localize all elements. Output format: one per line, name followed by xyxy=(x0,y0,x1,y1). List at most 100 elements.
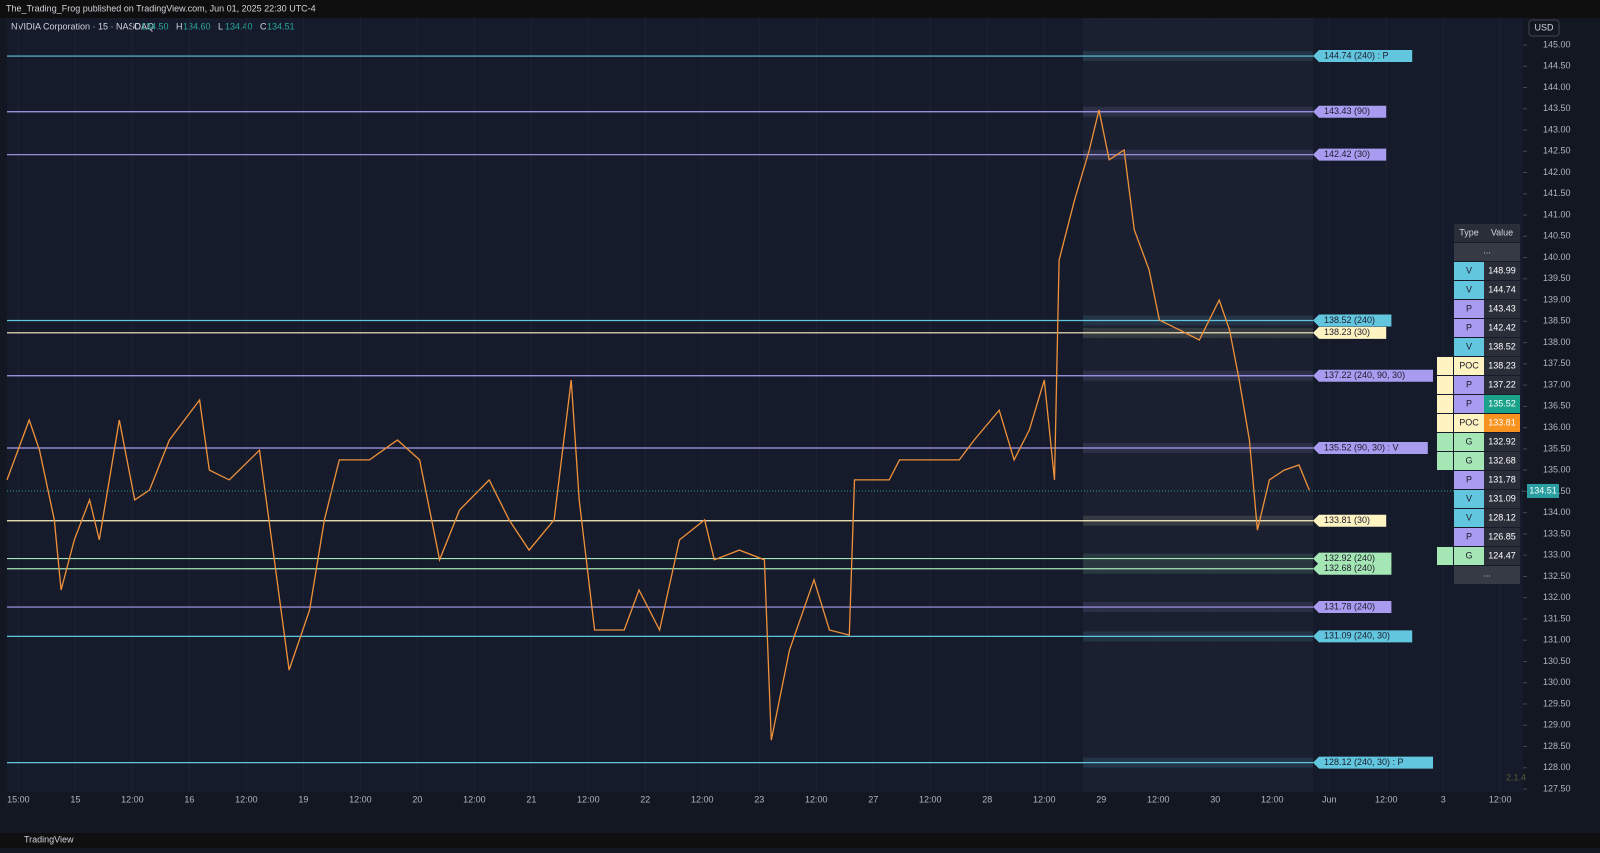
table-cell: P xyxy=(1466,398,1472,408)
x-tick-label: 3 xyxy=(1441,794,1446,804)
y-tick-label: 141.00 xyxy=(1543,209,1571,219)
table-cell: 131.09 xyxy=(1488,493,1516,503)
type-cell-bg xyxy=(1454,395,1484,413)
row-bg xyxy=(1454,243,1520,261)
level-tag xyxy=(1313,601,1392,614)
table-cell: 128.12 xyxy=(1488,512,1516,522)
currency-box xyxy=(1528,19,1560,37)
table-cell: P xyxy=(1466,531,1472,541)
y-tick-label: 132.00 xyxy=(1543,592,1571,602)
y-tick-label: 127.50 xyxy=(1543,783,1571,793)
table-cell: P xyxy=(1466,303,1472,313)
y-tick-label: 140.00 xyxy=(1543,252,1571,262)
ohlc-key: C xyxy=(260,21,267,31)
table-header-bg xyxy=(1454,224,1520,242)
y-tick-label: 133.50 xyxy=(1543,528,1571,538)
value-cell-bg xyxy=(1484,319,1520,337)
projection-zone xyxy=(1083,18,1313,792)
x-tick-label: 21 xyxy=(526,794,536,804)
last-price-box xyxy=(1527,483,1559,498)
y-tick-label: 134.00 xyxy=(1543,507,1571,517)
x-tick-label: 20 xyxy=(412,794,422,804)
publisher: The_Trading_Frog published on TradingVie… xyxy=(6,3,316,13)
x-tick-label: 12:00 xyxy=(691,794,714,804)
type-cell-bg xyxy=(1454,509,1484,527)
value-cell-bg xyxy=(1484,528,1520,546)
type-cell-bg xyxy=(1454,357,1484,375)
y-tick-label: 131.00 xyxy=(1543,635,1571,645)
x-tick-label: 28 xyxy=(982,794,992,804)
ohlc-key: H xyxy=(176,21,183,31)
level-label: 131.09 (240, 30) xyxy=(1324,631,1390,641)
bottom-bar xyxy=(0,833,1600,848)
table-cell: POC xyxy=(1459,417,1479,427)
table-cell: G xyxy=(1465,550,1472,560)
ohlc-key: O xyxy=(134,21,141,31)
table-cell: P xyxy=(1466,474,1472,484)
x-tick-label: 12:00 xyxy=(463,794,486,804)
x-tick-label: 12:00 xyxy=(919,794,942,804)
table-cell: 132.92 xyxy=(1488,436,1516,446)
level-tag xyxy=(1313,50,1413,63)
y-tick-label: 144.50 xyxy=(1543,61,1571,71)
level-label: 138.52 (240) xyxy=(1324,315,1375,325)
table-cell: 143.43 xyxy=(1488,303,1516,313)
row-marker xyxy=(1437,414,1453,432)
footer-brand: TradingView xyxy=(24,834,74,844)
value-cell-bg xyxy=(1484,471,1520,489)
level-tag xyxy=(1313,756,1433,769)
table-cell: ... xyxy=(1483,568,1491,578)
type-cell-bg xyxy=(1454,300,1484,318)
x-tick-label: 12:00 xyxy=(577,794,600,804)
table-cell: ... xyxy=(1483,245,1491,255)
value-cell-bg xyxy=(1484,509,1520,527)
y-tick-label: 128.00 xyxy=(1543,762,1571,772)
type-cell-bg xyxy=(1454,471,1484,489)
y-tick-label: 137.00 xyxy=(1543,379,1571,389)
value-cell-bg xyxy=(1484,452,1520,470)
table-cell: V xyxy=(1466,341,1472,351)
table-cell: 132.68 xyxy=(1488,455,1516,465)
x-tick-label: 12:00 xyxy=(1147,794,1170,804)
y-tick-label: 139.00 xyxy=(1543,294,1571,304)
level-label: 142.42 (30) xyxy=(1324,149,1370,159)
x-tick-label: 12:00 xyxy=(805,794,828,804)
level-tag xyxy=(1313,442,1428,455)
level-label: 131.78 (240) xyxy=(1324,601,1375,611)
table-cell: P xyxy=(1466,322,1472,332)
value-cell-bg xyxy=(1484,376,1520,394)
x-tick-label: 29 xyxy=(1096,794,1106,804)
y-tick-label: 138.00 xyxy=(1543,337,1571,347)
y-tick-label: 136.00 xyxy=(1543,422,1571,432)
x-tick-label: Jun xyxy=(1322,794,1337,804)
x-tick-label: 12:00 xyxy=(1375,794,1398,804)
level-tag xyxy=(1313,314,1392,327)
x-tick-label: 12:00 xyxy=(1489,794,1512,804)
x-tick-label: 15 xyxy=(70,794,80,804)
y-tick-label: 143.50 xyxy=(1543,103,1571,113)
ohlc-value: 134.50 xyxy=(141,21,169,31)
y-tick-label: 142.00 xyxy=(1543,167,1571,177)
y-tick-label: 129.00 xyxy=(1543,720,1571,730)
row-marker xyxy=(1437,357,1453,375)
ohlc-value: 134.60 xyxy=(183,21,211,31)
value-cell-bg xyxy=(1484,262,1520,280)
level-label: 137.22 (240, 90, 30) xyxy=(1324,370,1405,380)
ohlc-key: L xyxy=(218,21,223,31)
level-tag xyxy=(1313,630,1413,643)
level-label: 144.74 (240) : P xyxy=(1324,50,1389,60)
type-cell-bg xyxy=(1454,281,1484,299)
value-cell-bg xyxy=(1484,490,1520,508)
y-tick-label: 130.00 xyxy=(1543,677,1571,687)
table-cell: 142.42 xyxy=(1488,322,1516,332)
version: 2.1.4 xyxy=(1506,772,1526,782)
table-cell: 126.85 xyxy=(1488,531,1516,541)
level-label: 132.68 (240) xyxy=(1324,563,1375,573)
table-cell: 148.99 xyxy=(1488,265,1516,275)
type-cell-bg xyxy=(1454,528,1484,546)
table-cell: 133.81 xyxy=(1488,417,1516,427)
type-cell-bg xyxy=(1454,490,1484,508)
table-cell: P xyxy=(1466,379,1472,389)
x-tick-label: 12:00 xyxy=(1261,794,1284,804)
top-bar xyxy=(0,0,1600,18)
